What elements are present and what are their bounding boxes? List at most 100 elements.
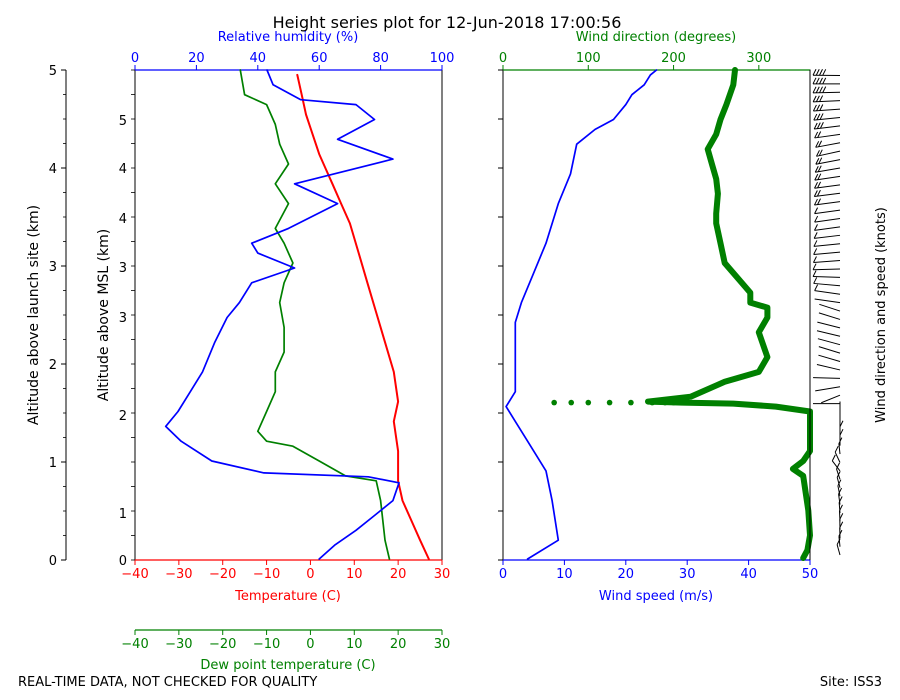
wdir-axis-tick-label: 100 — [576, 51, 601, 66]
outer-y-tick-label: 0 — [49, 554, 57, 569]
wind-barb-feather — [814, 215, 819, 223]
wind-barb-feather — [812, 86, 817, 94]
wspd-axis-tick-label: 10 — [556, 567, 573, 582]
wind-barb-shaft — [814, 184, 841, 189]
wind-barb-shaft — [814, 209, 841, 215]
wind-barb-shaft — [815, 386, 841, 392]
wind-barb-feather — [819, 86, 823, 93]
wind-barb-feather — [816, 104, 821, 111]
wind-barb-shaft — [814, 234, 841, 239]
barbs-axis-label: Wind direction and speed (knots) — [874, 207, 889, 423]
dew-axis-label: Dew point temperature (C) — [200, 658, 375, 673]
wspd-axis-tick-label: 20 — [618, 567, 635, 582]
wind-barb-feather — [838, 529, 843, 537]
wind-barb-feather — [817, 173, 822, 180]
wind-barb-feather — [814, 284, 819, 291]
dew-axis-tick-label: 30 — [434, 637, 451, 652]
wind-barb-shaft — [816, 363, 841, 371]
dew-axis-tick-label: 20 — [390, 637, 407, 652]
wind-barb-shaft — [815, 167, 841, 173]
wind-barb-feather — [816, 113, 821, 120]
wind-direction-dot — [679, 399, 685, 406]
inner-y-tick-label: 5 — [119, 114, 127, 129]
wind-barb-shaft — [831, 460, 841, 472]
wind-barb-shaft — [821, 394, 841, 404]
wind-barb-feather — [837, 479, 842, 486]
temp-axis-tick-label: −10 — [253, 567, 280, 582]
wspd-axis-tick-label: 30 — [679, 567, 696, 582]
wind-barb-feather — [813, 122, 818, 130]
rh-axis-tick-label: 100 — [430, 51, 455, 66]
outer-y-tick-label: 1 — [49, 456, 57, 471]
wind-barb-feather — [831, 454, 836, 462]
wind-direction-dot — [662, 399, 668, 406]
wind-barb-feather — [815, 141, 820, 148]
temp-axis-tick-label: −40 — [121, 567, 148, 582]
wind-direction-dot — [585, 399, 592, 406]
wind-barb-feather — [812, 68, 817, 76]
outer-y-tick-label: 4 — [49, 162, 57, 177]
wind-barb-shaft — [836, 477, 841, 488]
temp-axis-tick-label: 30 — [434, 567, 451, 582]
wind-barb-shaft — [838, 536, 841, 547]
wind-barb-feather — [812, 77, 817, 85]
wind-barb-shaft — [813, 100, 841, 103]
wind-barb-feather — [814, 182, 818, 189]
wind-barb-shaft — [836, 544, 841, 556]
wind-barb-feather — [815, 158, 820, 165]
wind-barb-shaft — [816, 330, 841, 337]
wind-barb-shaft — [814, 201, 841, 206]
wind-barb-shaft — [836, 468, 841, 480]
inner-y-tick-label: 1 — [119, 507, 127, 522]
dew-axis-tick-label: −30 — [165, 637, 192, 652]
wind-barb-feather — [813, 248, 818, 255]
wdir-axis-tick-label: 200 — [661, 51, 686, 66]
wind-barb-feather — [819, 77, 823, 85]
wind-speed-line — [505, 69, 658, 560]
wind-barb-shaft — [818, 312, 841, 320]
wind-barb-feather — [817, 198, 821, 205]
wind-barb-feather — [812, 104, 817, 112]
wind-barb-feather — [834, 445, 839, 453]
wind-barb-feather — [812, 270, 817, 277]
temp-axis-label: Temperature (C) — [234, 589, 341, 604]
wind-barb-feather — [836, 462, 840, 470]
wind-barb-feather — [812, 95, 817, 103]
wind-barb-feather — [819, 113, 824, 120]
wind-barb-feather — [814, 173, 819, 181]
wdir-axis-label: Wind direction (degrees) — [576, 30, 736, 45]
temperature-line — [296, 73, 430, 560]
wind-direction-dot — [568, 399, 575, 406]
inner-y-tick-label: 3 — [119, 261, 127, 276]
wind-barb-shaft — [814, 298, 841, 304]
wind-barb-shaft — [815, 159, 841, 165]
humidity-line — [164, 69, 400, 560]
wind-barb-feather — [817, 131, 822, 138]
wind-barb-shaft — [818, 354, 841, 363]
wind-barb-feather — [815, 95, 820, 102]
wind-barb-feather — [819, 104, 824, 111]
inner-y-tick-label: 4 — [119, 162, 127, 177]
wind-barb-shaft — [816, 150, 841, 157]
wind-barb-feather — [812, 263, 817, 270]
wind-barb-shaft — [814, 192, 841, 197]
wind-barb-feather — [818, 149, 823, 156]
wind-barb-feather — [819, 122, 824, 129]
wind-barb-feather — [813, 113, 818, 121]
wind-barb-feather — [816, 150, 820, 157]
chart-title: Height series plot for 12-Jun-2018 17:00… — [273, 13, 622, 32]
rh-axis-tick-label: 80 — [372, 51, 389, 66]
wspd-axis-label: Wind speed (m/s) — [599, 589, 713, 604]
wind-direction-dot — [649, 399, 656, 406]
dew-axis-tick-label: −20 — [209, 637, 236, 652]
wind-barb-feather — [813, 198, 818, 206]
wind-barb-shaft — [817, 321, 841, 329]
wind-barb-shaft — [813, 260, 841, 263]
wind-direction-dot — [670, 399, 677, 406]
wind-barb-feather — [813, 256, 817, 263]
wind-barb-feather — [814, 165, 819, 173]
temp-axis-tick-label: 20 — [390, 567, 407, 582]
y-inner-axis-label: Altitude above MSL (km) — [96, 229, 112, 401]
outer-y-tick-label: 5 — [49, 64, 57, 79]
